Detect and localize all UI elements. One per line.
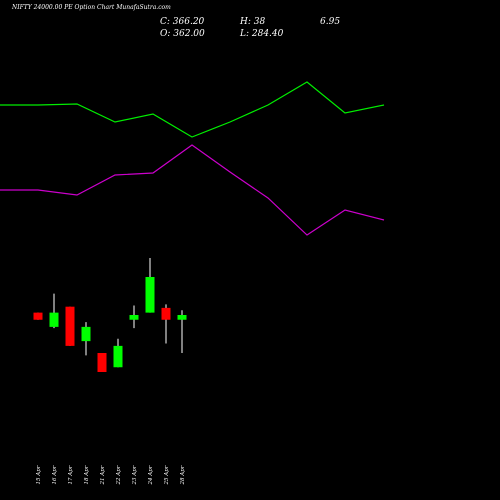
candle <box>145 258 155 313</box>
chart-title: NIFTY 24000.00 PE Option Chart MunafaSut… <box>12 4 171 11</box>
x-tick-label: 21 Apr <box>100 465 106 485</box>
candle <box>129 305 139 329</box>
candle-layer <box>33 258 187 372</box>
x-tick-label: 17 Apr <box>68 465 74 484</box>
candle-body <box>65 306 75 346</box>
candle <box>49 293 59 329</box>
x-axis: 15 Apr 16 Apr 17 Apr 18 Apr 21 Apr 22 Apr 23 A… <box>36 465 186 485</box>
candle-body <box>177 315 187 320</box>
candle <box>33 312 43 320</box>
open-value: O: 362.00 <box>160 29 205 39</box>
candle-body <box>129 315 139 320</box>
candle <box>97 353 107 372</box>
x-tick-label: 25 Apr <box>164 465 170 485</box>
candle-body <box>49 312 59 327</box>
candle-body <box>113 345 123 368</box>
close-value: C: 366.20 <box>160 17 205 27</box>
indicator-layer <box>0 81 385 236</box>
x-tick-label: 23 Apr <box>132 465 138 485</box>
candle-body <box>81 326 91 342</box>
candle-body <box>97 353 107 372</box>
x-tick-label: 28 Apr <box>180 465 186 485</box>
low-value: L: 284.40 <box>240 29 284 39</box>
high-value: H: 38 <box>240 17 266 27</box>
candle <box>177 310 187 353</box>
x-tick-label: 16 Apr <box>52 465 58 484</box>
x-tick-label: 24 Apr <box>148 465 154 485</box>
candle <box>113 338 123 368</box>
candle-body <box>161 307 171 320</box>
candle-body <box>145 277 155 313</box>
lower-indicator-line <box>0 144 385 236</box>
candle <box>65 306 75 346</box>
upper-indicator-line <box>0 81 385 138</box>
candle-body <box>33 312 43 320</box>
x-tick-label: 18 Apr <box>84 465 90 484</box>
x-tick-label: 22 Apr <box>116 465 122 485</box>
x-tick-label: 15 Apr <box>36 465 42 484</box>
candle <box>81 322 91 356</box>
extra-value: 6.95 <box>320 17 341 27</box>
candle <box>161 304 171 344</box>
